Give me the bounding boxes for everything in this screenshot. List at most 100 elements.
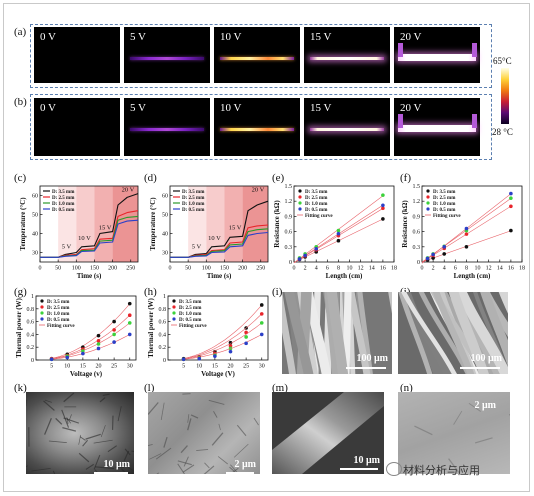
y-tick-label: 0.6 [159,320,167,326]
electrode-clip [398,114,403,128]
legend-marker [172,305,176,309]
colorbar-max-label: 65°C [493,56,512,66]
surface-texture [78,434,81,445]
y-tick-label: 1.2 [285,199,293,205]
panel-label-d: (d) [144,172,157,184]
x-axis-label: Time (s) [77,272,102,280]
thermal-voltage-label: 5 V [130,102,146,114]
data-point [464,232,469,236]
thermal-image-15v: 15 V [304,98,390,156]
y-tick-label: 40 [162,232,168,238]
legend-entry: D: 0.5 mm [52,208,75,213]
data-point [336,238,341,243]
thermal-voltage-label: 0 V [40,31,56,43]
y-tick-label: 1.5 [413,184,421,190]
thermal-row-b-box [30,94,492,160]
legend-entry: D: 3.5 mm [433,190,456,195]
legend-entry: D: 0.5 mm [433,208,456,213]
sem-image-j [398,292,508,374]
legend-entry: D: 1.0 mm [182,202,205,207]
data-point [509,191,513,196]
legend-marker [172,299,176,303]
x-tick-label: 6 [326,266,329,272]
data-point [228,340,233,345]
data-point [259,303,264,307]
sem-m-scale-label: 10 μm [353,455,381,466]
voltage-phase-band [224,186,243,262]
x-axis-label: Voltage (v) [70,370,103,378]
y-tick-label: 0.8 [159,307,167,313]
fiber [480,292,508,364]
y-tick-label: 0.6 [285,230,293,236]
legend-entry: D: 1.0 mm [52,202,75,207]
x-tick-label: 12 [358,266,364,272]
y-tick-label: 1.5 [285,184,293,190]
data-point [244,330,248,335]
sem-j-scale-bar [460,367,500,369]
y-tick-label: 0.9 [413,214,421,220]
surface-texture [31,468,51,472]
fiber [448,292,489,374]
fiber [296,292,312,374]
surface-texture [187,418,192,431]
y-tick-label: 0.3 [285,245,293,251]
surface-texture [99,397,106,403]
legend-entry: D: 2.5 mm [305,196,328,201]
x-tick-label: 0 [421,266,424,272]
data-point [336,228,341,233]
fitting-curve [183,322,262,360]
x-axis-label: Time (s) [207,272,232,280]
voltage-annotation: 10 V [78,235,91,242]
surface-texture [236,424,247,437]
x-tick-label: 150 [220,266,229,272]
x-tick-label: 15 [80,364,86,370]
legend-entry: D: 2.5 mm [52,196,75,201]
data-point [381,217,385,221]
legend-entry: D: 1.0 mm [47,312,70,317]
data-point [259,321,264,325]
x-tick-label: 20 [96,364,102,370]
surface-texture [253,417,259,426]
fitting-curve [51,303,131,359]
x-tick-label: 0 [293,266,296,272]
surface-texture [78,452,90,463]
data-point [259,312,264,316]
panel-label-m: (m) [272,382,288,394]
data-point [127,332,132,337]
data-point [96,333,101,338]
voltage-annotation: 20 V [252,187,265,194]
heated-wire [398,125,476,132]
voltage-annotation: 10 V [208,235,221,242]
thermal-voltage-label: 15 V [310,102,332,114]
data-point [303,253,307,258]
surface-texture [448,458,460,473]
panel-label-n: (n) [400,382,413,394]
surface-texture [187,414,190,423]
data-point [509,228,513,233]
surface-texture [52,470,56,474]
data-point [228,344,233,348]
surface-texture [211,432,224,446]
thermal-voltage-label: 20 V [400,31,422,43]
data-point [244,341,248,346]
plot-frame [39,185,139,263]
data-point [81,349,85,353]
data-point [464,245,469,249]
sem-image-k [26,392,134,474]
surface-texture [100,425,106,438]
data-point [336,231,341,236]
legend-marker [298,189,302,193]
thermal-image-15v: 15 V [304,27,390,83]
x-tick-label: 25 [111,364,117,370]
data-point [112,340,116,344]
y-tick-label: 1.2 [413,199,421,205]
data-point [431,252,435,257]
legend-marker [40,317,44,321]
thermal-image-20v: 20 V [394,98,480,156]
surface-texture [66,417,72,424]
legend-entry: Fitting curve [179,324,207,329]
surface-texture [43,400,55,411]
legend-entry: D: 0.5 mm [305,208,328,213]
surface-texture [468,402,481,412]
data-point [197,356,202,361]
